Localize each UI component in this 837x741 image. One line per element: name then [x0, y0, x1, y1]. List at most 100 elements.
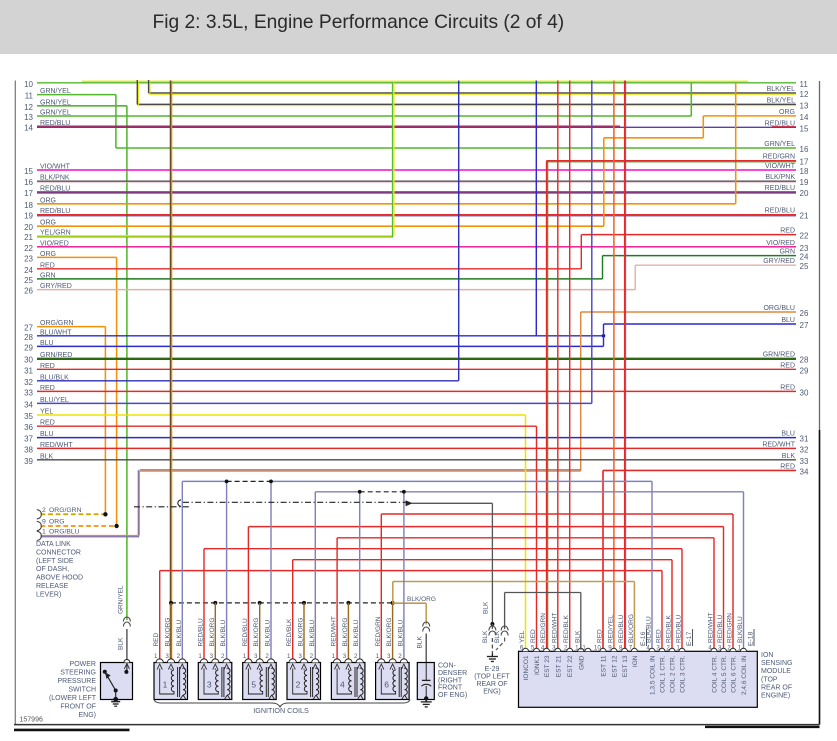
svg-text:RED/GRN: RED/GRN: [375, 616, 382, 646]
svg-text:RED: RED: [40, 262, 55, 269]
svg-text:GRN: GRN: [779, 249, 795, 256]
svg-text:GRN/RED: GRN/RED: [763, 351, 795, 358]
svg-text:VIO/RED: VIO/RED: [766, 240, 795, 247]
svg-text:COIL 3 CTR.: COIL 3 CTR.: [680, 655, 687, 693]
svg-text:3: 3: [718, 644, 722, 651]
svg-text:IGNITION COILS: IGNITION COILS: [253, 706, 309, 715]
svg-text:20: 20: [800, 189, 809, 198]
svg-text:GRY/RED: GRY/RED: [40, 283, 72, 290]
svg-text:2: 2: [177, 653, 181, 660]
svg-text:RED/BLK: RED/BLK: [666, 615, 673, 643]
svg-text:RED/BLU: RED/BLU: [198, 618, 205, 646]
svg-text:BLU/YEL: BLU/YEL: [40, 397, 69, 404]
svg-text:RED/WHT: RED/WHT: [551, 613, 558, 643]
svg-text:REAR OF: REAR OF: [761, 684, 792, 691]
svg-text:RED: RED: [780, 362, 795, 369]
svg-text:BLK/BLU: BLK/BLU: [397, 619, 404, 646]
svg-text:ORG: ORG: [40, 220, 56, 227]
svg-text:(LOWER LEFT: (LOWER LEFT: [49, 695, 97, 702]
svg-text:3: 3: [210, 653, 214, 660]
svg-text:23: 23: [800, 244, 809, 253]
svg-text:ORG: ORG: [779, 109, 795, 116]
svg-text:34: 34: [24, 400, 33, 409]
svg-text:2: 2: [296, 680, 301, 690]
svg-text:BLK/ORG: BLK/ORG: [386, 618, 393, 647]
svg-text:DENSER: DENSER: [438, 670, 467, 677]
svg-text:VIO/WHT: VIO/WHT: [765, 163, 796, 170]
svg-text:2: 2: [310, 653, 314, 660]
svg-text:29: 29: [24, 343, 33, 352]
svg-text:IGN: IGN: [632, 655, 639, 667]
svg-text:34: 34: [800, 467, 809, 476]
svg-text:CONNECTOR: CONNECTOR: [36, 549, 81, 556]
svg-text:E-18: E-18: [748, 631, 755, 646]
svg-text:BLK/ORG: BLK/ORG: [628, 614, 635, 643]
svg-text:RED: RED: [656, 629, 663, 643]
svg-text:E-29: E-29: [485, 666, 500, 673]
svg-text:1,3,5 COIL IN: 1,3,5 COIL IN: [650, 655, 657, 695]
svg-text:RED: RED: [780, 463, 795, 470]
svg-text:23: 23: [24, 254, 33, 263]
svg-text:BLK/YEL: BLK/YEL: [767, 97, 796, 104]
svg-text:RELEASE: RELEASE: [36, 583, 69, 590]
svg-text:RED/BLU: RED/BLU: [765, 208, 795, 215]
svg-text:11: 11: [25, 92, 34, 101]
svg-text:RED/BLU: RED/BLU: [717, 615, 724, 643]
svg-text:3: 3: [387, 653, 391, 660]
svg-text:11: 11: [579, 644, 586, 651]
svg-text:1: 1: [198, 653, 202, 660]
svg-text:3: 3: [207, 680, 212, 690]
svg-text:12: 12: [800, 90, 809, 99]
svg-text:BLU: BLU: [781, 317, 795, 324]
svg-text:1: 1: [376, 653, 380, 660]
svg-text:FRONT OF: FRONT OF: [60, 704, 96, 711]
svg-text:BLK: BLK: [40, 453, 54, 460]
svg-text:16: 16: [800, 145, 809, 154]
svg-text:15: 15: [800, 124, 809, 133]
svg-text:RED: RED: [40, 385, 55, 392]
svg-text:BLK/BLU: BLK/BLU: [220, 619, 227, 646]
svg-text:13: 13: [24, 113, 33, 122]
svg-text:SWITCH: SWITCH: [68, 687, 96, 694]
svg-text:GRN/YEL: GRN/YEL: [40, 110, 71, 117]
svg-text:GRN/YEL: GRN/YEL: [40, 99, 71, 106]
svg-text:EST 23: EST 23: [544, 655, 551, 677]
svg-text:24: 24: [800, 253, 809, 262]
svg-text:COIL 5 CTR.: COIL 5 CTR.: [721, 655, 728, 693]
svg-text:11: 11: [800, 80, 809, 89]
svg-text:RED/GRN: RED/GRN: [727, 613, 734, 643]
svg-text:BLK: BLK: [574, 630, 581, 643]
svg-text:19: 19: [800, 178, 809, 187]
svg-text:BLK: BLK: [483, 601, 490, 614]
svg-text:ORG: ORG: [40, 197, 56, 204]
svg-text:LEVER): LEVER): [36, 591, 61, 598]
svg-text:YEL/GRN: YEL/GRN: [40, 229, 71, 236]
svg-text:BLK/BLU: BLK/BLU: [646, 616, 653, 643]
svg-text:BLK/PNK: BLK/PNK: [40, 175, 70, 182]
svg-text:MODULE: MODULE: [761, 668, 791, 675]
svg-text:ENGINE): ENGINE): [761, 693, 790, 700]
svg-text:OF DASH,: OF DASH,: [36, 566, 69, 573]
svg-text:IONK1: IONK1: [534, 655, 541, 675]
svg-text:1: 1: [738, 644, 742, 651]
svg-text:5: 5: [531, 644, 535, 651]
svg-text:COIL 1 CTR.: COIL 1 CTR.: [660, 655, 667, 693]
svg-text:38: 38: [24, 445, 33, 454]
svg-text:4: 4: [646, 644, 650, 651]
svg-text:RED: RED: [780, 384, 795, 391]
svg-text:1: 1: [42, 528, 46, 535]
svg-text:BLK/BLU: BLK/BLU: [737, 616, 744, 643]
svg-text:28: 28: [24, 333, 33, 342]
svg-text:3: 3: [165, 653, 169, 660]
svg-text:RED/BLK: RED/BLK: [563, 615, 570, 643]
svg-text:DATA LINK: DATA LINK: [36, 541, 71, 548]
svg-text:6: 6: [520, 644, 524, 651]
svg-text:EST 13: EST 13: [622, 655, 629, 677]
svg-text:GRN/YEL: GRN/YEL: [40, 88, 71, 95]
svg-text:PRESSURE: PRESSURE: [57, 678, 96, 685]
svg-text:1: 1: [163, 680, 168, 690]
svg-text:BLU: BLU: [40, 431, 54, 438]
svg-text:27: 27: [800, 321, 809, 330]
svg-text:GRN/YEL: GRN/YEL: [764, 141, 795, 148]
svg-text:25: 25: [800, 262, 809, 271]
